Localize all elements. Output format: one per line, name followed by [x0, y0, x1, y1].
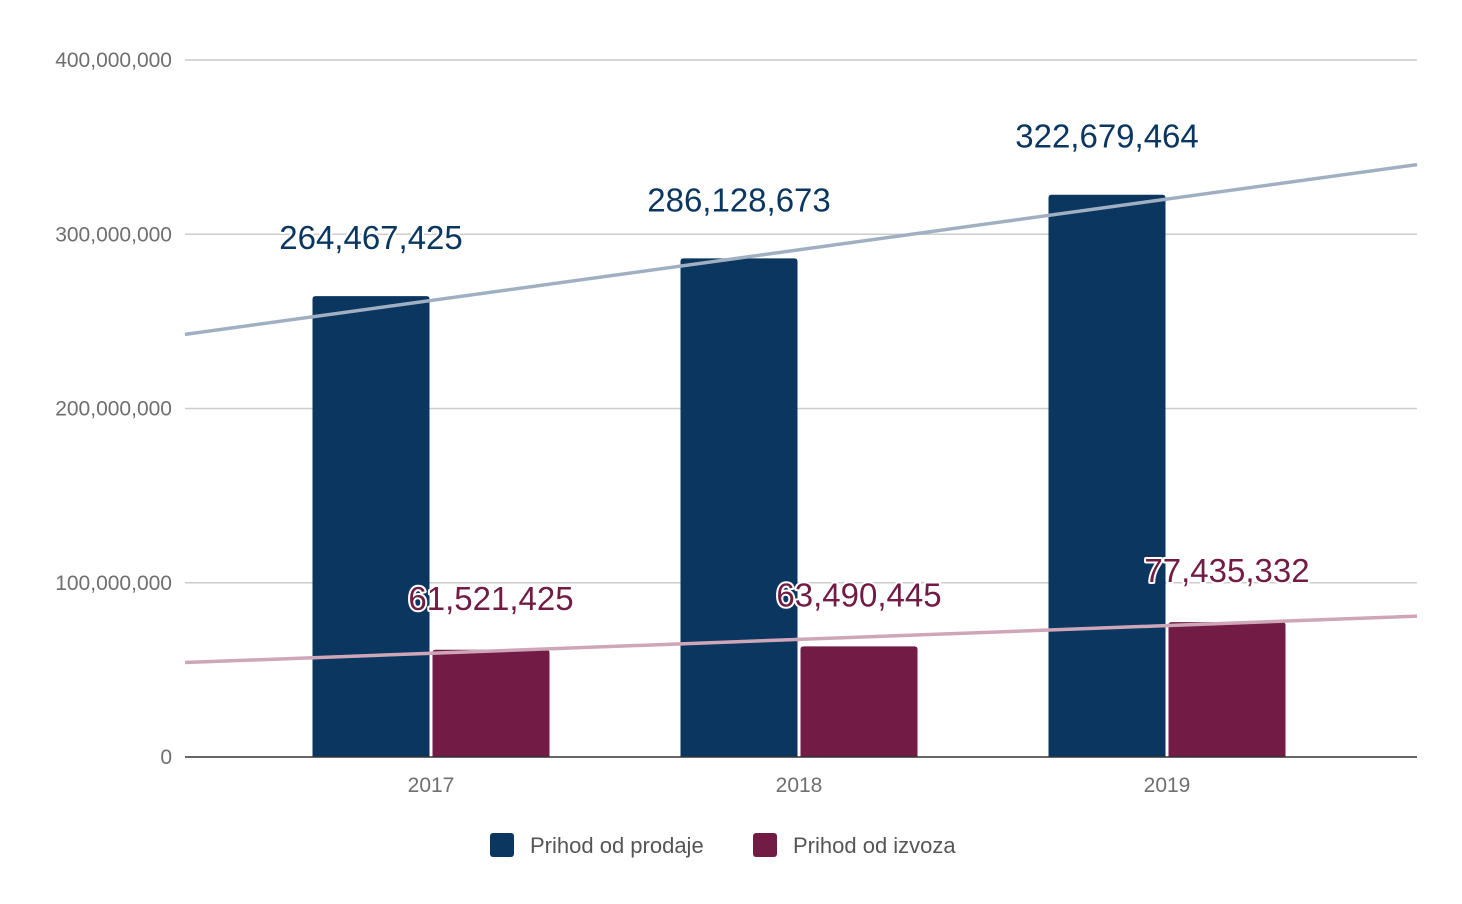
bar-prihod-od-prodaje-2017	[312, 296, 430, 757]
data-label: 286,128,673	[647, 181, 831, 218]
bar-prihod-od-izvoza-2018	[800, 646, 918, 757]
trendline-prihod-od-izvoza	[184, 614, 1418, 665]
x-tick-label: 2018	[776, 774, 823, 797]
data-label: 264,467,425	[279, 219, 463, 256]
y-tick-label: 200,000,000	[55, 398, 172, 421]
trendlines	[184, 162, 1418, 665]
legend-label: Prihod od prodaje	[530, 833, 704, 858]
legend-label: Prihod od izvoza	[793, 833, 956, 858]
data-label: 322,679,464	[1015, 118, 1199, 155]
trendline-prihod-od-prodaje	[184, 162, 1418, 337]
data-label: 61,521,425	[408, 580, 573, 617]
bars	[312, 194, 1286, 758]
data-label: 63,490,445	[776, 576, 941, 613]
y-tick-label: 300,000,000	[55, 223, 172, 246]
y-tick-label: 0	[160, 746, 172, 769]
bar-prihod-od-izvoza-2019	[1168, 622, 1286, 757]
x-tick-label: 2017	[408, 774, 455, 797]
data-label: 77,435,332	[1144, 552, 1309, 589]
legend-swatch	[490, 833, 514, 857]
y-tick-label: 100,000,000	[55, 572, 172, 595]
legend-swatch	[753, 833, 777, 857]
y-axis-ticks: 0 100,000,000 200,000,000 300,000,000 400,00…	[55, 49, 172, 769]
x-tick-label: 2019	[1144, 774, 1191, 797]
bar-prihod-od-prodaje-2018	[680, 258, 798, 757]
y-tick-label: 400,000,000	[55, 49, 172, 72]
x-axis-ticks: 2017 2018 2019	[408, 774, 1191, 797]
bar-prihod-od-izvoza-2017	[432, 649, 550, 757]
data-labels: 264,467,425 286,128,673 322,679,464 61,521,…	[277, 116, 1311, 619]
legend: Prihod od prodaje Prihod od izvoza	[490, 833, 956, 858]
bar-prihod-od-prodaje-2019	[1048, 194, 1166, 758]
